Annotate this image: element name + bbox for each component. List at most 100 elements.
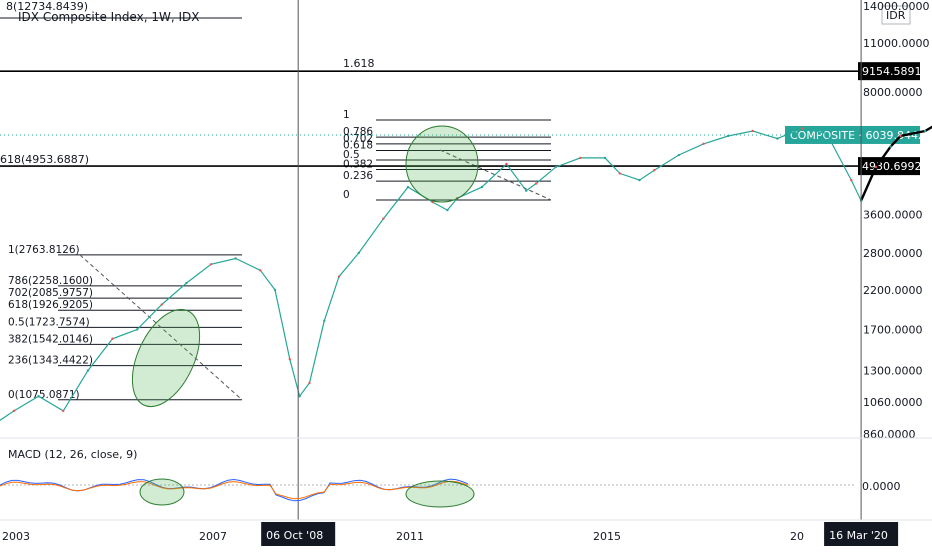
horizontal-level-label: 4930.6992 — [862, 160, 922, 173]
price-axis-tick-label: 860.0000 — [863, 428, 916, 441]
price-point — [923, 129, 927, 133]
horizontal-levels-layer: 9154.5891 4930.6992 COMPOSITE · 6039.8442 — [0, 17, 925, 176]
price-point — [525, 189, 528, 192]
macd-zero-label: 0.0000 — [862, 480, 901, 493]
composite-price-label: COMPOSITE · 6039.8442 — [790, 129, 925, 142]
composite-price-tag — [785, 125, 920, 144]
macd-2020-highlight — [405, 480, 475, 508]
price-point — [160, 303, 163, 306]
horizontal-level-tag — [858, 62, 920, 81]
fib-2020-level-label: 0.786 — [343, 126, 373, 138]
time-axis[interactable]: 20032007201120152020232027203106 Oct '08… — [2, 522, 932, 546]
crash-2020-highlight — [405, 125, 479, 203]
price-point — [209, 263, 213, 266]
fib-2008-level-label: 1(2763.8126) — [8, 244, 80, 256]
macd-label: MACD (12, 26, close, 9) — [8, 448, 137, 461]
fib-2008-level-label: 786(2258.1600) — [8, 275, 93, 287]
price-point — [273, 288, 277, 292]
fib-2020-level-label: 0.236 — [343, 170, 373, 182]
price-point — [135, 328, 139, 331]
date-marker-label: 16 Mar '20 — [829, 529, 888, 542]
price-point — [337, 275, 341, 278]
price-point — [534, 182, 538, 185]
price-point — [62, 409, 65, 413]
price-point — [618, 172, 621, 175]
macd-signal-line — [0, 480, 469, 500]
annotation-overlay-layer — [131, 0, 862, 520]
price-point — [899, 134, 902, 138]
fib-2008-level-label: 618(1926.9205) — [8, 299, 93, 311]
price-point — [111, 337, 114, 340]
price-point — [702, 142, 705, 146]
price-point — [554, 165, 557, 169]
price-point — [259, 269, 262, 272]
fib-2008-trend-line — [79, 254, 243, 401]
price-point — [579, 156, 582, 160]
price-point — [603, 156, 607, 160]
price-series-layer — [0, 125, 932, 421]
fib-2008-level-label: 0(1075.0871) — [8, 389, 80, 401]
time-axis-tick-label: 2007 — [199, 530, 227, 543]
crash-2008-highlight — [131, 308, 201, 408]
fib-2020-trend-line — [439, 149, 552, 201]
price-point — [874, 165, 878, 169]
price-point — [505, 162, 508, 166]
price-axis-tick-label: 3600.0000 — [863, 208, 923, 221]
price-point — [825, 132, 828, 135]
fib-top-cut-label: 8(12734.8439) — [6, 0, 88, 13]
price-axis-tick-label: 14000.0000 — [863, 0, 929, 13]
fib-1618-label: 1.618 — [343, 57, 375, 70]
chart-title: IDX Composite Index, 1W, IDX — [18, 10, 199, 24]
date-marker-box — [261, 522, 336, 546]
time-axis-tick-label: 20 — [790, 530, 804, 543]
price-point — [406, 185, 410, 189]
price-point — [12, 409, 16, 413]
price-point — [86, 369, 90, 372]
price-point — [726, 134, 730, 138]
price-axis-tick-label: 1300.0000 — [863, 365, 923, 378]
macd-layer — [0, 478, 855, 508]
price-point — [234, 257, 237, 260]
currency-badge-box[interactable] — [881, 5, 911, 25]
fib-2008-level-label: 236(1343.4422) — [8, 355, 93, 367]
price-point — [298, 395, 301, 398]
price-point — [850, 178, 853, 182]
price-point — [185, 281, 188, 285]
price-axis-tick-label: 2200.0000 — [863, 284, 923, 297]
price-point — [431, 200, 434, 204]
fib-2008-level-label: 382(1542.0146) — [8, 333, 93, 345]
date-marker-label: 06 Oct '08 — [266, 529, 323, 542]
time-axis-tick-label: 2015 — [593, 530, 621, 543]
price-point — [638, 178, 641, 182]
price-point — [357, 251, 360, 255]
price-axis-tick-label: 2800.0000 — [863, 247, 923, 260]
fib-2020-level-label: 0.618 — [343, 140, 373, 152]
price-point — [446, 208, 449, 212]
price-axis-tick-label: 11000.0000 — [863, 37, 929, 50]
price-point — [889, 145, 892, 148]
currency-badge[interactable]: IDR — [886, 9, 906, 22]
price-projection-line — [860, 125, 932, 202]
price-point — [288, 358, 291, 361]
fib-2008-layer: 1(2763.8126) 786(2258.1600)702(2085.9757)… — [8, 244, 243, 401]
price-axis-tick-label: 1700.0000 — [863, 323, 923, 336]
time-axis-tick-label: 2011 — [396, 530, 424, 543]
horizontal-level-label: 9154.5891 — [862, 65, 922, 78]
fib-2020-level-label: 0.702 — [343, 133, 373, 145]
fib-2020-level-label: 0.382 — [343, 158, 373, 170]
time-axis-tick-label: 2003 — [2, 530, 30, 543]
fib-2008-level-label: 0.5(1723.7574) — [8, 316, 90, 328]
price-axis[interactable]: 14000.0000 11000.0000 8000.0000 3600.0000 28… — [863, 0, 929, 441]
price-axis-tick-label: 8000.0000 — [863, 86, 923, 99]
price-point — [800, 127, 804, 130]
price-point — [776, 137, 779, 140]
fib-2020-level-label: 0 — [343, 189, 350, 201]
price-point — [308, 381, 311, 385]
price-point — [480, 185, 484, 189]
fib-2008-level-label: 702(2085.9757) — [8, 287, 93, 299]
price-point — [382, 217, 385, 220]
